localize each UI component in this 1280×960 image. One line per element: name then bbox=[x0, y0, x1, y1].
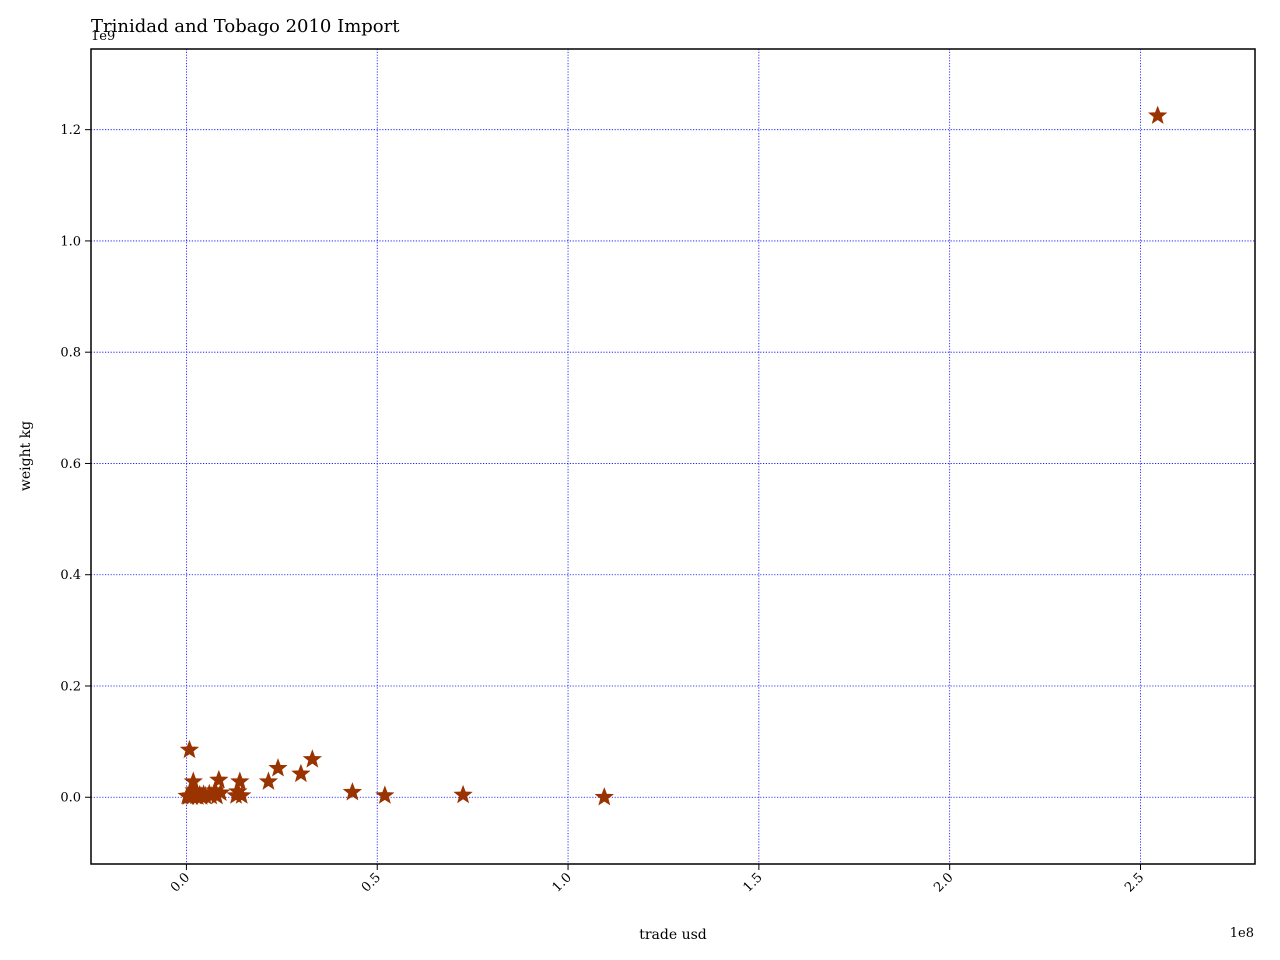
x-tick-label: 0.5 bbox=[359, 870, 384, 895]
data-point bbox=[594, 787, 614, 806]
x-offset-label: 1e8 bbox=[1230, 926, 1254, 941]
y-offset-label: 1e9 bbox=[91, 29, 115, 44]
data-points bbox=[177, 105, 1168, 806]
y-axis-label: weight kg bbox=[18, 421, 34, 491]
data-point bbox=[291, 763, 311, 783]
data-point bbox=[375, 785, 395, 804]
chart-title: Trinidad and Tobago 2010 Import bbox=[91, 16, 400, 37]
plot-frame bbox=[90, 48, 1256, 865]
x-tick-label: 2.0 bbox=[931, 870, 956, 895]
y-tick-label: 0.4 bbox=[60, 568, 81, 583]
data-point bbox=[1148, 105, 1168, 124]
data-point bbox=[342, 782, 363, 801]
y-tick-label: 0.6 bbox=[60, 457, 81, 472]
y-tick-label: 0.8 bbox=[60, 346, 81, 361]
data-point bbox=[179, 739, 200, 759]
data-point bbox=[183, 771, 203, 790]
x-tick-label: 1.5 bbox=[740, 870, 765, 895]
y-tick-label: 0.2 bbox=[60, 679, 81, 694]
data-point bbox=[302, 749, 322, 768]
x-tick-label: 1.0 bbox=[550, 870, 575, 895]
x-tick-label: 2.5 bbox=[1122, 870, 1147, 895]
data-point bbox=[453, 784, 473, 804]
grid-lines bbox=[91, 49, 1255, 864]
data-point bbox=[258, 771, 279, 790]
y-tick-label: 0.0 bbox=[60, 791, 81, 806]
data-point bbox=[268, 758, 288, 777]
data-point bbox=[226, 785, 246, 804]
y-tick-label: 1.0 bbox=[60, 234, 81, 249]
x-tick-label: 0.0 bbox=[168, 870, 193, 895]
data-point bbox=[209, 769, 229, 789]
x-axis-label: trade usd bbox=[639, 927, 707, 943]
y-tick-label: 1.2 bbox=[60, 123, 81, 138]
data-point bbox=[230, 771, 250, 790]
data-point bbox=[177, 785, 197, 805]
